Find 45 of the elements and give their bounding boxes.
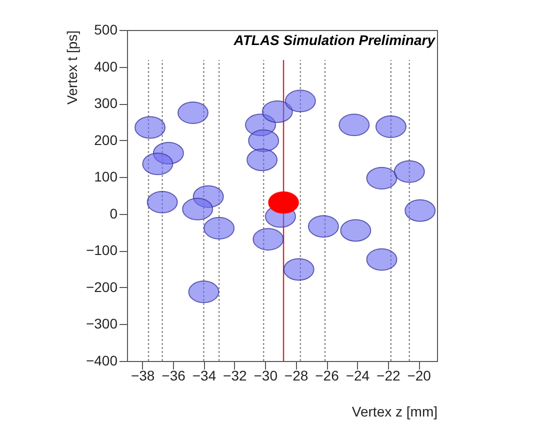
x-tick-label: −32 <box>223 368 248 384</box>
point <box>134 116 166 139</box>
y-tick-label: 100 <box>94 168 118 185</box>
point <box>340 219 372 242</box>
x-tick-label: −36 <box>162 368 186 384</box>
point <box>188 280 220 304</box>
x-tick-label: −38 <box>130 368 155 384</box>
point <box>268 191 300 214</box>
point <box>375 115 406 138</box>
y-tick-label: −200 <box>86 278 118 295</box>
point <box>246 148 278 172</box>
point <box>394 160 425 183</box>
y-tick-label: 200 <box>94 132 118 148</box>
point <box>248 129 280 152</box>
y-tick-label: −100 <box>86 242 118 258</box>
y-tick-label: 0 <box>110 205 118 222</box>
point <box>142 152 174 176</box>
x-tick-label: −34 <box>192 368 216 384</box>
x-tick-label: −20 <box>407 368 432 384</box>
point <box>146 190 178 214</box>
point <box>283 258 314 281</box>
point <box>262 100 293 123</box>
x-tick-label: −24 <box>346 368 370 384</box>
point <box>404 199 436 222</box>
point <box>284 90 316 112</box>
point <box>204 216 235 240</box>
point <box>338 114 370 136</box>
annotation: ATLAS Simulation Preliminary <box>232 32 436 48</box>
x-tick-label: −26 <box>315 368 340 384</box>
point <box>366 248 398 271</box>
x-tick-label: −30 <box>254 368 278 384</box>
y-tick-label: 400 <box>94 58 118 74</box>
y-tick-label: −300 <box>86 316 118 332</box>
x-axis-title: Vertex z [mm] <box>352 404 438 420</box>
point <box>308 215 339 238</box>
y-tick-label: 300 <box>94 95 118 112</box>
x-tick-label: −28 <box>284 368 308 384</box>
point <box>366 166 398 190</box>
point <box>252 228 284 251</box>
y-tick-label: −400 <box>86 352 118 368</box>
point <box>182 198 214 220</box>
y-axis-title: Vertex t [ps] <box>64 30 80 104</box>
y-tick-label: 500 <box>94 22 118 38</box>
point <box>177 101 208 124</box>
x-tick-label: −22 <box>376 368 400 384</box>
